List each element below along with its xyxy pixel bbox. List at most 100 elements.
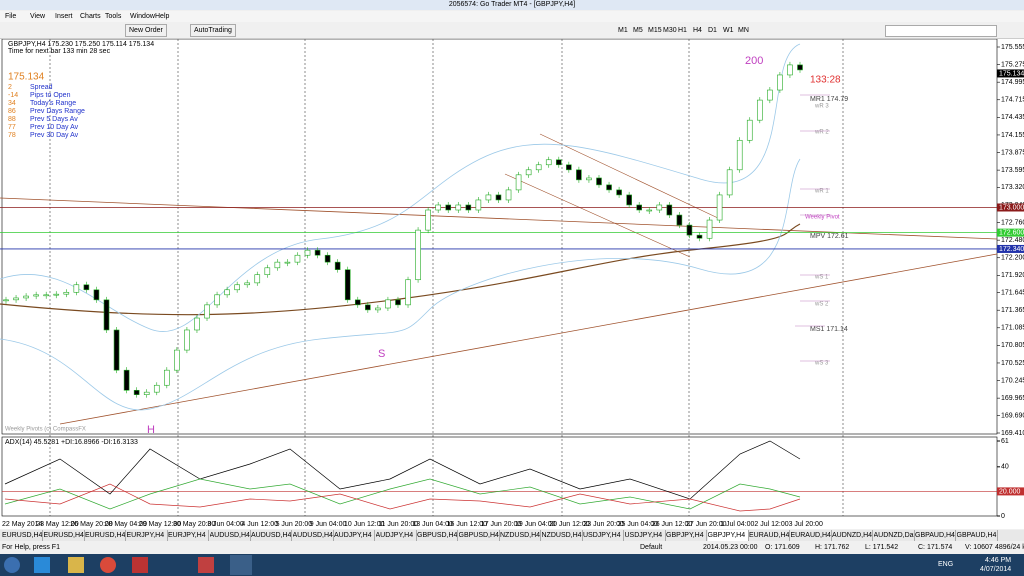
x-tick-label: 13 Jun 04:00 — [412, 521, 453, 528]
x-tick-label: 19 Jun 04:00 — [515, 521, 556, 528]
candle — [13, 297, 19, 301]
menu-item[interactable]: File — [5, 13, 17, 20]
price-level-tag — [997, 228, 1024, 237]
candle — [666, 204, 673, 216]
x-tick-label: 3 Jun 04:00 — [207, 521, 244, 528]
chart-tab[interactable]: AUDJPY,H4 — [376, 530, 417, 541]
x-tick-label: 26 May 20:00 — [70, 521, 113, 528]
chart-tab[interactable]: EURUSD,H4 — [2, 530, 43, 541]
y-tick-label: 174.715 — [1001, 97, 1024, 104]
menu-item[interactable]: Window — [130, 13, 155, 20]
candle — [264, 267, 271, 276]
chart-tab[interactable]: GBPJPY,H4 — [707, 530, 749, 541]
y-tick-label: 169.410 — [1001, 430, 1024, 437]
candle — [184, 329, 190, 351]
info-value: 34 — [8, 100, 16, 107]
chart-tab[interactable]: NZDUSD,H4 — [500, 530, 541, 541]
timeframe-button[interactable]: H1 — [678, 27, 687, 34]
menu-item[interactable]: View — [30, 13, 46, 20]
chart-tab[interactable]: EURAUD,H4 — [790, 530, 832, 541]
candle — [767, 89, 773, 101]
x-tick-label: 22 May 2014 — [2, 521, 43, 528]
chart-tab[interactable]: AUDUSD,H4 — [251, 530, 292, 541]
ie-icon[interactable] — [34, 557, 50, 573]
y-tick-label: 171.645 — [1001, 289, 1024, 296]
chart-tab[interactable]: AUDUSD,H4 — [292, 530, 334, 541]
menu-item[interactable]: Insert — [55, 13, 73, 20]
timeframe-button[interactable]: M5 — [633, 27, 643, 34]
search-box[interactable] — [885, 25, 997, 37]
x-tick-label: 27 Jun 20:00 — [686, 521, 727, 528]
timeframe-button[interactable]: W1 — [723, 27, 734, 34]
start-button[interactable] — [4, 557, 20, 573]
candle — [3, 299, 9, 302]
app-icon[interactable] — [132, 557, 148, 573]
menu-item[interactable]: Charts — [80, 13, 101, 20]
candle — [636, 204, 642, 211]
candle — [153, 384, 160, 393]
chart-tab[interactable]: GBPUSD,H4 — [417, 530, 458, 541]
candle — [505, 189, 512, 201]
x-tick-label: 20 Jun 12:00 — [549, 521, 590, 528]
new-order-button[interactable]: New Order — [125, 24, 167, 37]
explorer-icon[interactable] — [68, 557, 84, 573]
menu-item[interactable]: Help — [155, 13, 170, 20]
trendline — [0, 197, 998, 240]
app-icon[interactable] — [198, 557, 214, 573]
x-tick-label: 11 Jun 20:00 — [378, 521, 418, 528]
timeframe-button[interactable]: M30 — [663, 27, 677, 34]
chart-tab[interactable]: GBPUSD,H4 — [458, 530, 500, 541]
chart-tab[interactable]: AUDNZD,H4 — [832, 530, 873, 541]
candle — [656, 204, 663, 211]
candle — [445, 204, 452, 211]
timeframe-button[interactable]: M1 — [618, 27, 628, 34]
chart-tab[interactable]: USDJPY,H4 — [583, 530, 624, 541]
adx-level-label: 20.000 — [999, 488, 1021, 495]
chart-tab[interactable]: GBPJPY,H4 — [666, 530, 707, 541]
annotation: wS 2 — [814, 302, 829, 308]
timeframe-button[interactable]: MN — [738, 27, 749, 34]
chart-tab[interactable]: USDJPY,H4 — [625, 530, 666, 541]
candle — [43, 294, 50, 297]
chart-tab[interactable]: EURJPY,H4 — [127, 530, 168, 541]
chart-tab[interactable]: GBPAUD,H4 — [956, 530, 998, 541]
ma-200 — [0, 223, 801, 316]
status-field: V: 10607 — [965, 544, 993, 551]
chart-tab[interactable]: AUDNZD,Daily — [873, 530, 915, 541]
price-level-label: 172.340 — [999, 246, 1024, 253]
candle — [395, 299, 401, 306]
chart-tab[interactable]: EURAUD,H4 — [749, 530, 790, 541]
chart-tab[interactable]: AUDJPY,H4 — [334, 530, 375, 541]
chart-tab[interactable]: AUDUSD,H4 — [209, 530, 251, 541]
autotrading-button[interactable]: AutoTrading — [190, 24, 236, 37]
chrome-icon[interactable] — [100, 557, 116, 573]
x-tick-label: 23 May 12:00 — [36, 521, 79, 528]
mt4-icon[interactable] — [230, 555, 252, 575]
x-tick-label: 2 Jul 12:00 — [754, 521, 788, 528]
symbol-line: GBPJPY,H4 175.230 175.250 175.114 175.13… — [8, 41, 154, 48]
channel-line — [539, 133, 721, 220]
candle — [716, 194, 723, 221]
chart-tab[interactable]: EURJPY,H4 — [168, 530, 209, 541]
candle — [455, 204, 462, 211]
chart-tab[interactable]: GBPAUD,H4 — [915, 530, 956, 541]
x-tick-label: 10 Jun 12:00 — [344, 521, 385, 528]
candle — [555, 159, 562, 166]
candle — [606, 184, 612, 191]
adx-pane-border — [1, 436, 998, 517]
candle — [797, 64, 803, 71]
x-tick-label: 17 Jun 20:00 — [481, 521, 522, 528]
candle — [626, 194, 632, 206]
timeframe-button[interactable]: M15 — [648, 27, 662, 34]
timeframe-button[interactable]: D1 — [708, 27, 717, 34]
chart-tab[interactable]: EURUSD,H4 — [85, 530, 126, 541]
candle — [224, 289, 230, 296]
chart-tab[interactable]: NZDUSD,H4 — [541, 530, 583, 541]
candle — [254, 274, 261, 284]
info-value: 88 — [8, 116, 16, 123]
adx-line — [4, 440, 801, 500]
chart-tab[interactable]: EURUSD,H4 — [43, 530, 85, 541]
menu-item[interactable]: Tools — [105, 13, 122, 20]
timeframe-button[interactable]: H4 — [693, 27, 702, 34]
candle — [777, 74, 783, 91]
